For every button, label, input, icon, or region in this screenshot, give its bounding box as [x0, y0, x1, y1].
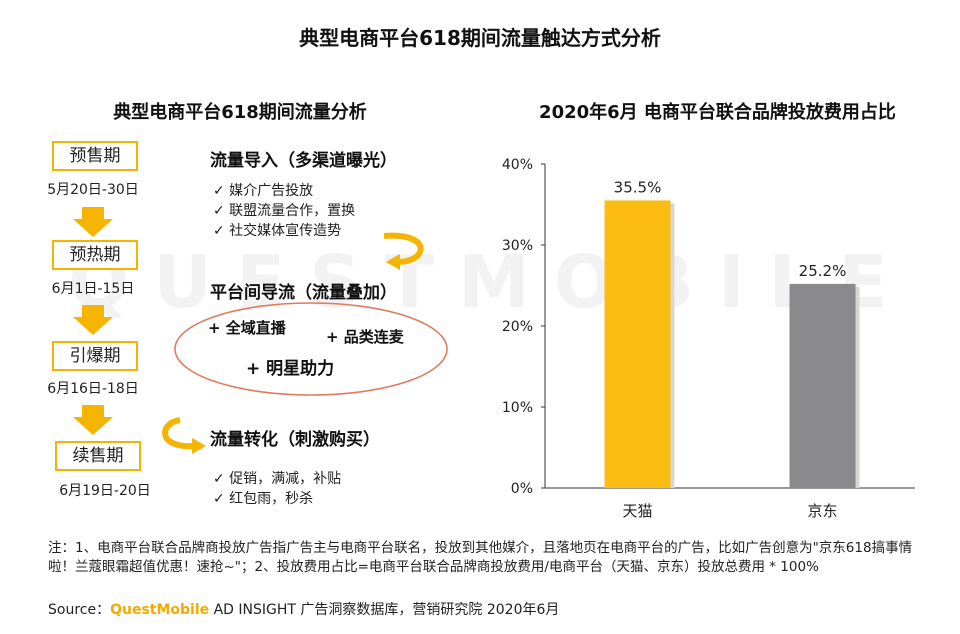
stage-warmup: 预热期 — [52, 240, 138, 270]
section-platform-diversion-item: + 品类连麦 — [326, 328, 404, 346]
section-traffic-import-title: 流量导入（多渠道曝光） — [210, 151, 397, 171]
y-tick-label: 0% — [511, 481, 533, 497]
left-panel-title: 典型电商平台618期间流量分析 — [113, 102, 367, 123]
section-traffic-import-item: ✓ 媒介广告投放 — [213, 183, 314, 199]
stage-continued: 续售期 — [55, 441, 141, 471]
x-tick-label: 天猫 — [622, 502, 652, 520]
section-platform-diversion-item: + 明星助力 — [246, 359, 335, 379]
section-platform-diversion-title: 平台间导流（流量叠加） — [210, 283, 397, 303]
x-tick-label: 京东 — [807, 502, 837, 520]
section-traffic-conversion-title: 流量转化（刺激购买） — [210, 430, 380, 450]
stage-presale-date: 5月20日-30日 — [47, 182, 139, 198]
stage-warmup-date: 6月1日-15日 — [51, 281, 135, 297]
stage-burst: 引爆期 — [52, 341, 138, 371]
data-label: 35.5% — [614, 178, 662, 196]
curved-arrow-icon — [162, 417, 206, 454]
arrow-down-icon — [73, 207, 113, 237]
source-prefix: Source： — [48, 602, 111, 618]
footnote: 注：1、电商平台联合品牌商投放广告指广告主与电商平台联名，投放到其他媒介，且落地… — [48, 540, 913, 575]
y-tick-label: 40% — [502, 157, 533, 173]
data-label: 25.2% — [799, 262, 847, 280]
chart-title: 2020年6月 电商平台联合品牌投放费用占比 — [539, 102, 896, 123]
section-traffic-import-item: ✓ 联盟流量合作，置换 — [213, 203, 356, 219]
section-traffic-import-item: ✓ 社交媒体宣传造势 — [213, 223, 342, 239]
source-brand-logo: QuestMobile — [110, 602, 210, 618]
bar — [604, 200, 671, 488]
y-tick-label: 10% — [502, 400, 533, 416]
stage-continued-date: 6月19日-20日 — [59, 483, 151, 499]
stage-presale: 预售期 — [52, 141, 138, 171]
section-traffic-conversion-item: ✓ 促销，满减，补贴 — [213, 471, 342, 487]
highlight-ellipse — [174, 302, 448, 396]
stage-burst-date: 6月16日-18日 — [47, 381, 139, 397]
page-title: 典型电商平台618期间流量触达方式分析 — [299, 26, 661, 50]
y-tick-label: 20% — [502, 319, 533, 335]
curved-arrow-icon — [383, 232, 424, 270]
section-traffic-conversion-item: ✓ 红包雨，秒杀 — [213, 491, 314, 507]
arrow-down-icon — [73, 405, 113, 435]
arrow-down-icon — [73, 305, 113, 335]
bar-chart: 0% 10% 20% 30% 40% 35.5% 天猫 25.2% 京东 — [502, 157, 915, 520]
section-platform-diversion-item: + 全域直播 — [208, 319, 286, 337]
y-tick-label: 30% — [502, 238, 533, 254]
source-line: Source：QuestMobile AD INSIGHT 广告洞察数据库，营销… — [48, 599, 559, 619]
watermark: QUESTMOBILE — [68, 240, 912, 324]
bar — [789, 283, 856, 488]
source-text: AD INSIGHT 广告洞察数据库，营销研究院 2020年6月 — [209, 602, 560, 618]
